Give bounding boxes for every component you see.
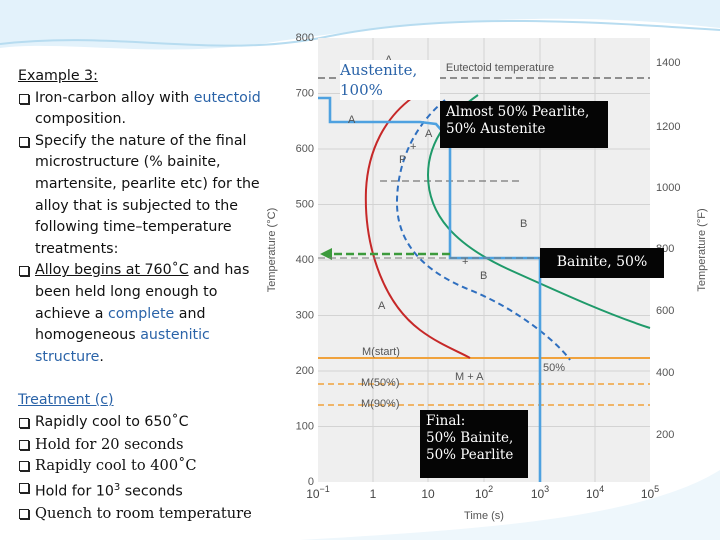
- y-tick-label: 800: [296, 32, 314, 44]
- step: Quench to room temperature: [18, 503, 270, 525]
- region-label: M(50%): [361, 377, 400, 389]
- half-curve: [395, 99, 571, 361]
- region-label: B: [520, 218, 527, 230]
- region-label: 50%: [543, 362, 565, 374]
- tick-base: 10: [531, 487, 545, 501]
- tick-base: 10: [421, 487, 435, 501]
- text: Iron-carbon alloy with: [35, 89, 194, 106]
- tick-base: 10: [641, 487, 655, 501]
- text: complete: [108, 305, 175, 322]
- text: seconds: [120, 483, 183, 500]
- text: .: [99, 348, 104, 365]
- text: Hold for 10: [35, 483, 114, 500]
- y-tick-label: 300: [296, 309, 314, 321]
- final-note: Final: 50% Bainite, 50% Pearlite: [420, 410, 528, 478]
- region-label: A: [385, 54, 393, 66]
- region-label: M(start): [362, 346, 400, 358]
- x-tick-label: 105: [641, 484, 659, 501]
- y-tick-label: 700: [296, 87, 314, 99]
- text: and has been held long enough to achieve…: [35, 262, 250, 322]
- bullet: Alloy begins at 760˚C and has been held …: [18, 260, 270, 368]
- tick-exp: −1: [320, 484, 330, 494]
- step: Rapidly cool to 650˚C: [18, 412, 270, 434]
- y2-tick-label: 1000: [656, 182, 680, 194]
- region-label: A: [425, 128, 433, 140]
- start-curve: [364, 97, 471, 359]
- decor: [0, 19, 720, 47]
- region-label: M(90%): [361, 398, 400, 410]
- y2-tick-label: 1400: [656, 57, 680, 69]
- x-tick-label: 1: [370, 487, 377, 501]
- region-label: M + A: [455, 371, 484, 383]
- tick-exp: 5: [654, 484, 659, 494]
- text: Rapidly cool to 650˚C: [35, 413, 189, 430]
- text: Hold for 20 seconds: [35, 435, 184, 453]
- x-tick-label: 103: [531, 484, 549, 501]
- x-tick-label: 10−1: [306, 484, 330, 501]
- example-heading: Example 3:: [18, 68, 98, 84]
- y-tick-label: 600: [296, 143, 314, 155]
- text: and homogeneous: [35, 305, 206, 344]
- y2-axis-title: Temperature (°F): [696, 208, 708, 291]
- y-tick-label: 500: [296, 198, 314, 210]
- text: Rapidly cool to 400˚C: [35, 457, 197, 475]
- y-tick-label: 200: [296, 365, 314, 377]
- y-axis-title: Temperature (°C): [266, 208, 278, 292]
- tick-exp: 4: [599, 484, 604, 494]
- bullet: Iron-carbon alloy with eutectoid composi…: [18, 88, 270, 131]
- region-label: B: [480, 270, 487, 282]
- y2-tick-label: 400: [656, 367, 674, 379]
- x-tick-label: 104: [586, 484, 604, 501]
- y-tick-label: 100: [296, 420, 314, 432]
- region-label: P: [399, 154, 406, 166]
- text: Quench to room temperature: [35, 505, 252, 523]
- tick-base: 1: [370, 487, 377, 501]
- tick-exp: 2: [488, 484, 493, 494]
- y2-tick-label: 1200: [656, 121, 680, 133]
- austenite-note: Austenite, 100%: [340, 60, 440, 100]
- text: eutectoid: [193, 89, 261, 106]
- x-axis-title: Time (s): [464, 510, 504, 522]
- step: Rapidly cool to 400˚C: [18, 455, 270, 477]
- bullet: Specify the nature of the final microstr…: [18, 131, 270, 261]
- bainite-note: Bainite, 50%: [540, 248, 664, 278]
- region-label: A: [378, 300, 386, 312]
- x-tick-label: 10: [421, 487, 435, 501]
- text: composition.: [35, 111, 127, 128]
- x-tick-label: 102: [475, 484, 493, 501]
- y2-tick-label: 200: [656, 429, 674, 441]
- treatment-heading: Treatment (c): [18, 392, 114, 409]
- step: Hold for 20 seconds: [18, 434, 270, 456]
- step: Hold for 103 seconds: [18, 477, 270, 503]
- decor: [0, 0, 720, 50]
- y2-tick-label: 600: [656, 305, 674, 317]
- tick-base: 10: [475, 487, 489, 501]
- left-text: Example 3: Iron-carbon alloy with eutect…: [18, 66, 270, 525]
- tick-exp: 3: [544, 484, 549, 494]
- pearlite-note: Almost 50% Pearlite, 50% Austenite: [440, 101, 608, 148]
- region-label: +: [462, 256, 468, 268]
- region-label: A: [348, 114, 356, 126]
- text: Specify the nature of the final microstr…: [35, 132, 260, 257]
- tick-base: 10: [306, 487, 320, 501]
- text: Alloy begins at 760˚C: [35, 262, 189, 279]
- y-tick-label: 400: [296, 254, 314, 266]
- y-tick-label: 0: [308, 476, 314, 488]
- arrow-head: [320, 248, 332, 260]
- text: 3: [113, 481, 121, 493]
- decor: [300, 470, 720, 540]
- tick-base: 10: [586, 487, 600, 501]
- region-label: +: [410, 141, 416, 153]
- finish-curve: [426, 94, 651, 329]
- region-label: Eutectoid temperature: [446, 62, 554, 74]
- text: austenitic structure: [35, 327, 210, 365]
